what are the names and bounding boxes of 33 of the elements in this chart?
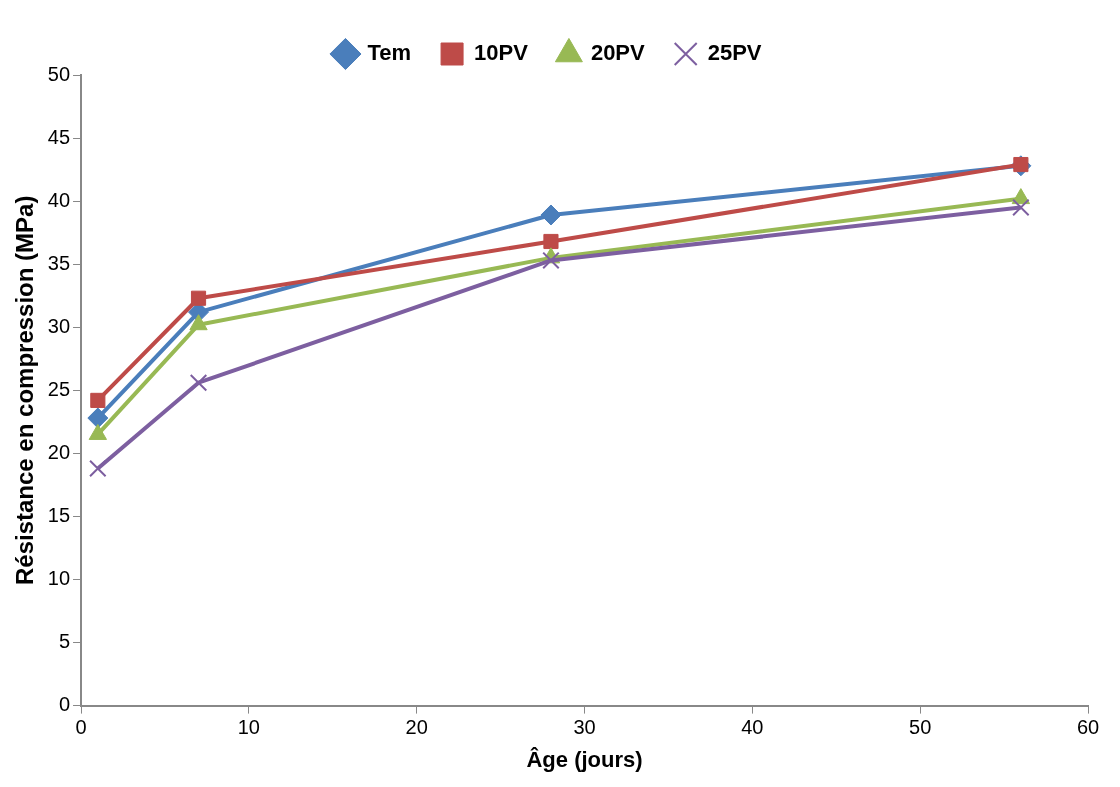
point <box>87 407 109 429</box>
x-tick-label: 60 <box>1076 716 1100 739</box>
point <box>1012 198 1030 217</box>
y-tick-label: 30 <box>47 314 71 337</box>
point <box>540 204 562 226</box>
y-axis-title: Résistance en compression (MPa) <box>11 195 39 586</box>
y-tick-label: 40 <box>47 188 71 211</box>
legend-label: Tem <box>367 40 412 66</box>
point <box>190 290 207 306</box>
y-tick-label: 45 <box>47 125 71 148</box>
legend-label: 10PV <box>474 40 529 66</box>
point <box>542 251 560 270</box>
y-tick-label: 5 <box>58 630 71 653</box>
x-tick-label: 40 <box>741 716 764 739</box>
y-tick-label: 0 <box>58 693 71 716</box>
point <box>90 392 106 408</box>
y-tick-label: 10 <box>47 567 71 589</box>
x-tick-label: 20 <box>405 716 428 739</box>
y-tick-label: 25 <box>47 377 71 400</box>
point <box>189 373 208 392</box>
y-tick-label: 35 <box>47 251 71 274</box>
point <box>89 459 107 478</box>
point <box>543 233 559 250</box>
x-axis-title: Âge (jours) <box>526 746 643 772</box>
y-tick-label: 15 <box>47 503 71 526</box>
y-tick-label: 50 <box>47 62 71 85</box>
legend-label: 20PV <box>590 40 646 66</box>
x-tick-label: 30 <box>573 716 596 739</box>
y-tick-label: 20 <box>47 440 71 463</box>
x-tick-label: 50 <box>909 716 932 739</box>
x-tick-label: 0 <box>75 716 87 739</box>
x-tick-label: 10 <box>237 716 260 739</box>
legend-label: 25PV <box>707 40 762 66</box>
